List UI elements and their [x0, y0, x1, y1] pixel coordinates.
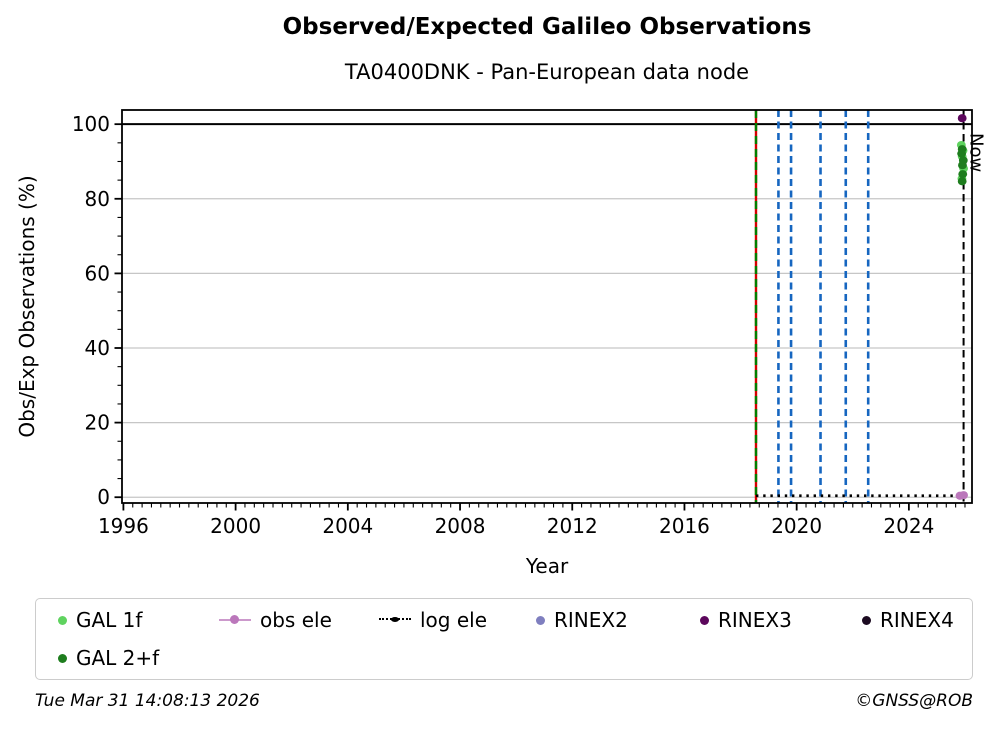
- axes-box: [121, 109, 973, 504]
- legend-item-rinex4: RINEX4: [862, 607, 954, 633]
- x-tick-label: 2012: [547, 514, 598, 538]
- legend-label-obs-ele: obs ele: [260, 608, 332, 632]
- legend-item-obs-ele: obs ele: [219, 607, 332, 633]
- data-point-obs-ele: [959, 491, 968, 500]
- legend-label-rinex2: RINEX2: [554, 608, 628, 632]
- chart-subtitle: TA0400DNK - Pan-European data node: [344, 60, 750, 84]
- legend-label-rinex3: RINEX3: [718, 608, 792, 632]
- now-label: Now: [966, 133, 987, 172]
- data-point-rinex3: [957, 114, 967, 123]
- plot-area: 1996 2000 2004 2008 2012 2016 2020 2024 0 20 40 60 8…: [15, 109, 987, 578]
- x-tick-label: 2020: [771, 514, 822, 538]
- legend: GAL 1f obs ele log ele RINEX2 RINEX3 RINEX4 GA…: [35, 598, 973, 680]
- rinex4-marker-icon: [862, 615, 871, 625]
- data-point-gal-2-f: [957, 149, 967, 158]
- x-tick-label: 2016: [659, 514, 710, 538]
- legend-label-gal-1f: GAL 1f: [76, 608, 143, 632]
- legend-item-rinex3: RINEX3: [700, 607, 792, 633]
- legend-item-log-ele: log ele: [379, 607, 487, 633]
- rinex2-marker-icon: [536, 615, 545, 625]
- y-tick-label: 0: [97, 485, 110, 509]
- y-tick-label: 60: [85, 261, 110, 285]
- legend-item-rinex2: RINEX2: [536, 607, 628, 633]
- obs-ele-marker-icon: [219, 615, 251, 625]
- legend-label-log-ele: log ele: [420, 608, 488, 632]
- rinex3-marker-icon: [700, 615, 709, 625]
- legend-label-rinex4: RINEX4: [880, 608, 954, 632]
- gal-1f-marker-icon: [58, 615, 67, 625]
- x-tick-label: 2004: [322, 514, 373, 538]
- gal-2-f-marker-icon: [58, 653, 67, 663]
- y-tick-label: 20: [85, 411, 110, 435]
- obs-ele-dot: [230, 615, 239, 624]
- x-tick-label: 1996: [98, 514, 149, 538]
- log-ele-marker-icon: [379, 615, 411, 625]
- data-point-gal-2-f: [958, 170, 968, 179]
- x-tick-label: 2024: [883, 514, 934, 538]
- legend-item-gal-1f: GAL 1f: [58, 607, 142, 633]
- timestamp-label: Tue Mar 31 14:08:13 2026: [35, 691, 260, 711]
- legend-item-gal-2-f: GAL 2+f: [58, 645, 159, 671]
- chart-title: Observed/Expected Galileo Observations: [282, 14, 812, 40]
- data-point-gal-2-f: [958, 161, 967, 170]
- log-ele-dot: [391, 617, 399, 622]
- y-tick-label: 40: [85, 336, 110, 360]
- y-axis-label: Obs/Exp Observations (%): [15, 175, 39, 437]
- y-tick-label: 100: [72, 112, 110, 136]
- x-tick-label: 2008: [435, 514, 486, 538]
- x-tick-label: 2000: [210, 514, 261, 538]
- y-tick-label: 80: [85, 187, 110, 211]
- legend-label-gal-2-f: GAL 2+f: [76, 646, 160, 670]
- data-point-gal-2-f: [957, 177, 967, 186]
- copyright-label: ©GNSS@ROB: [855, 691, 973, 711]
- x-axis-label: Year: [525, 554, 569, 578]
